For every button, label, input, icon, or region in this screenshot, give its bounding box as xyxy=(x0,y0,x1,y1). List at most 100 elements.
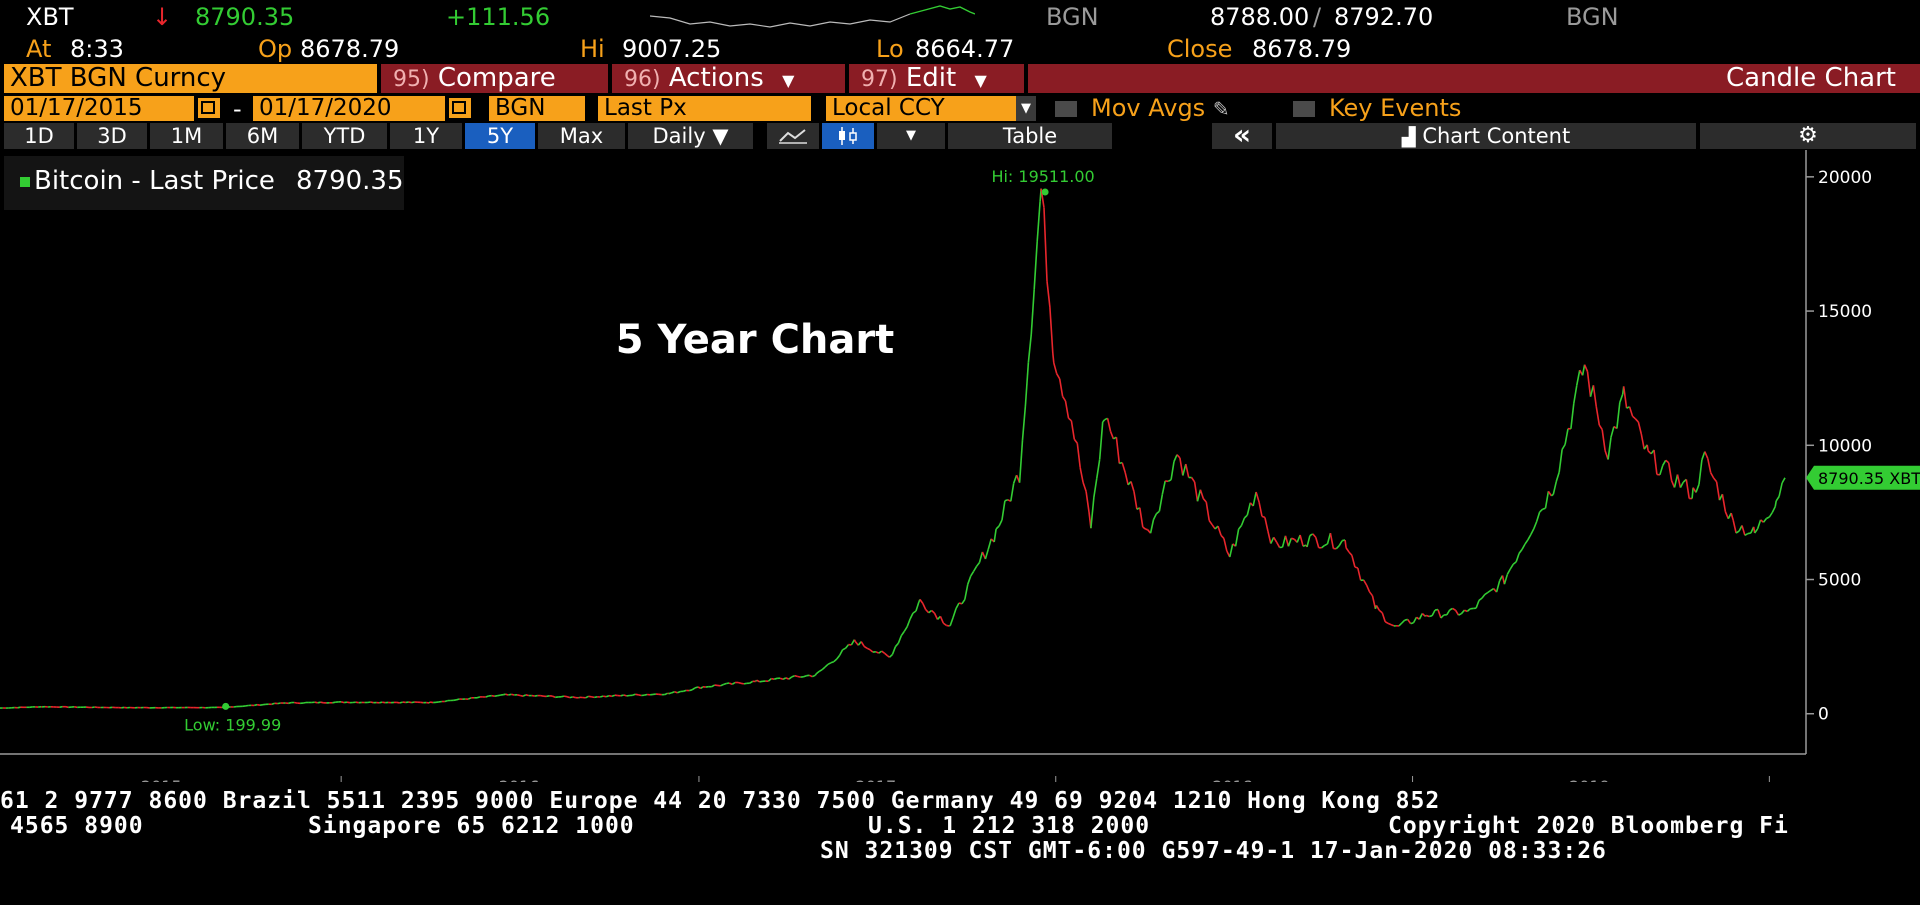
chevron-down-icon[interactable]: ▼ xyxy=(1016,96,1036,121)
calendar-icon[interactable] xyxy=(198,98,220,118)
price-segment xyxy=(1724,511,1730,520)
price-segment xyxy=(1190,477,1196,483)
price-segment xyxy=(1167,479,1172,483)
chart-type-button[interactable]: Candle Chart xyxy=(1028,64,1920,93)
price-segment xyxy=(1098,421,1104,460)
actions-button[interactable]: 96) Actions ▼ xyxy=(612,64,845,93)
price-segment xyxy=(1573,385,1578,404)
chart-content-button[interactable]: ▟ Chart Content xyxy=(1276,123,1696,149)
price-segment xyxy=(728,682,733,686)
range-5y[interactable]: 5Y xyxy=(465,123,535,149)
gear-icon[interactable]: ⚙ xyxy=(1700,123,1916,149)
edit-button[interactable]: 97) Edit ▼ xyxy=(849,64,1024,93)
price-segment xyxy=(277,702,281,705)
price-segment xyxy=(767,678,772,682)
price-segment xyxy=(1732,520,1737,534)
range-max[interactable]: Max xyxy=(538,123,625,149)
price-segment xyxy=(1064,400,1070,419)
price-segment xyxy=(1659,465,1664,476)
price-segment xyxy=(497,694,501,697)
source-field[interactable]: BGN xyxy=(489,96,585,121)
price-segment xyxy=(17,706,21,709)
range-1m[interactable]: 1M xyxy=(150,123,223,149)
range-ytd[interactable]: YTD xyxy=(302,123,387,149)
price-segment xyxy=(588,695,592,698)
end-date-field[interactable]: 01/17/2020 xyxy=(253,96,445,121)
price-segment xyxy=(59,705,63,708)
candle-chart-icon[interactable] xyxy=(822,123,874,149)
price-segment xyxy=(1709,472,1715,479)
table-button[interactable]: Table xyxy=(948,123,1112,149)
price-segment xyxy=(1619,394,1624,403)
price-segment xyxy=(1176,454,1181,459)
price-segment xyxy=(1309,533,1314,537)
price-segment xyxy=(491,694,495,697)
price-segment xyxy=(1747,532,1751,535)
price-segment xyxy=(1276,541,1281,548)
price-segment xyxy=(1130,481,1135,492)
compare-label: Compare xyxy=(437,63,556,93)
price-segment xyxy=(1676,474,1682,488)
price-segment xyxy=(259,703,264,706)
price-segment xyxy=(830,660,835,664)
price-segment xyxy=(1412,616,1418,624)
chevron-down-icon[interactable]: ▼ xyxy=(877,123,945,149)
pencil-icon[interactable]: ✎ xyxy=(1212,97,1230,121)
calendar-icon[interactable] xyxy=(449,98,471,118)
price-segment xyxy=(1287,538,1293,547)
mov-avgs-toggle[interactable]: Mov Avgs ✎ xyxy=(1055,94,1230,122)
field-select[interactable]: Last Px xyxy=(598,96,811,121)
price-segment xyxy=(1312,533,1317,538)
function-toolbar: XBT BGN Curncy 95) Compare 96) Actions ▼… xyxy=(0,64,1920,94)
price-segment xyxy=(1381,612,1386,622)
price-segment xyxy=(511,693,515,696)
key-events-toggle[interactable]: Key Events xyxy=(1293,94,1461,122)
currency-select[interactable]: Local CCY xyxy=(826,96,1016,121)
price-segment xyxy=(399,701,403,704)
price-segment xyxy=(818,669,823,673)
compare-button[interactable]: 95) Compare xyxy=(381,64,608,93)
range-3d[interactable]: 3D xyxy=(77,123,147,149)
price-segment xyxy=(1119,461,1123,465)
range-1d[interactable]: 1D xyxy=(4,123,74,149)
checkbox[interactable] xyxy=(1293,101,1315,117)
price-segment xyxy=(1741,525,1746,536)
line-chart-icon[interactable] xyxy=(767,123,819,149)
price-segment xyxy=(1357,567,1362,581)
range-6m[interactable]: 6M xyxy=(226,123,299,149)
checkbox[interactable] xyxy=(1055,101,1077,117)
price-segment xyxy=(599,695,604,698)
price-segment xyxy=(1102,419,1106,423)
price-segment xyxy=(1530,528,1535,535)
range-1y[interactable]: 1Y xyxy=(390,123,462,149)
frequency-select[interactable]: Daily ▼ xyxy=(628,123,753,149)
price-segment xyxy=(508,693,512,696)
price-segment xyxy=(1299,534,1304,547)
price-segment xyxy=(1368,591,1374,597)
start-date-field[interactable]: 01/17/2015 xyxy=(4,96,194,121)
actions-label: Actions xyxy=(668,63,764,93)
price-segment xyxy=(332,701,336,704)
price-segment xyxy=(1096,459,1101,479)
edit-number: 97) xyxy=(861,67,898,92)
price-segment xyxy=(428,701,431,704)
price-segment xyxy=(1085,491,1090,513)
security-field[interactable]: XBT BGN Curncy xyxy=(4,64,377,93)
price-segment xyxy=(952,608,957,618)
price-segment xyxy=(1637,421,1643,435)
legend-swatch xyxy=(20,177,30,187)
price-segment xyxy=(1211,524,1216,530)
price-segment xyxy=(1631,415,1636,420)
price-segment xyxy=(1592,385,1598,407)
price-segment xyxy=(749,680,754,684)
price-segment xyxy=(1555,471,1560,482)
price-segment xyxy=(878,650,883,654)
edit-label: Edit xyxy=(905,63,957,93)
price-segment xyxy=(731,681,736,685)
price-segment xyxy=(782,677,787,681)
price-segment xyxy=(1109,431,1115,440)
price-segment xyxy=(379,701,383,704)
collapse-icon[interactable]: « xyxy=(1212,121,1272,149)
price-segment xyxy=(1076,443,1081,468)
price-segment xyxy=(984,548,990,560)
